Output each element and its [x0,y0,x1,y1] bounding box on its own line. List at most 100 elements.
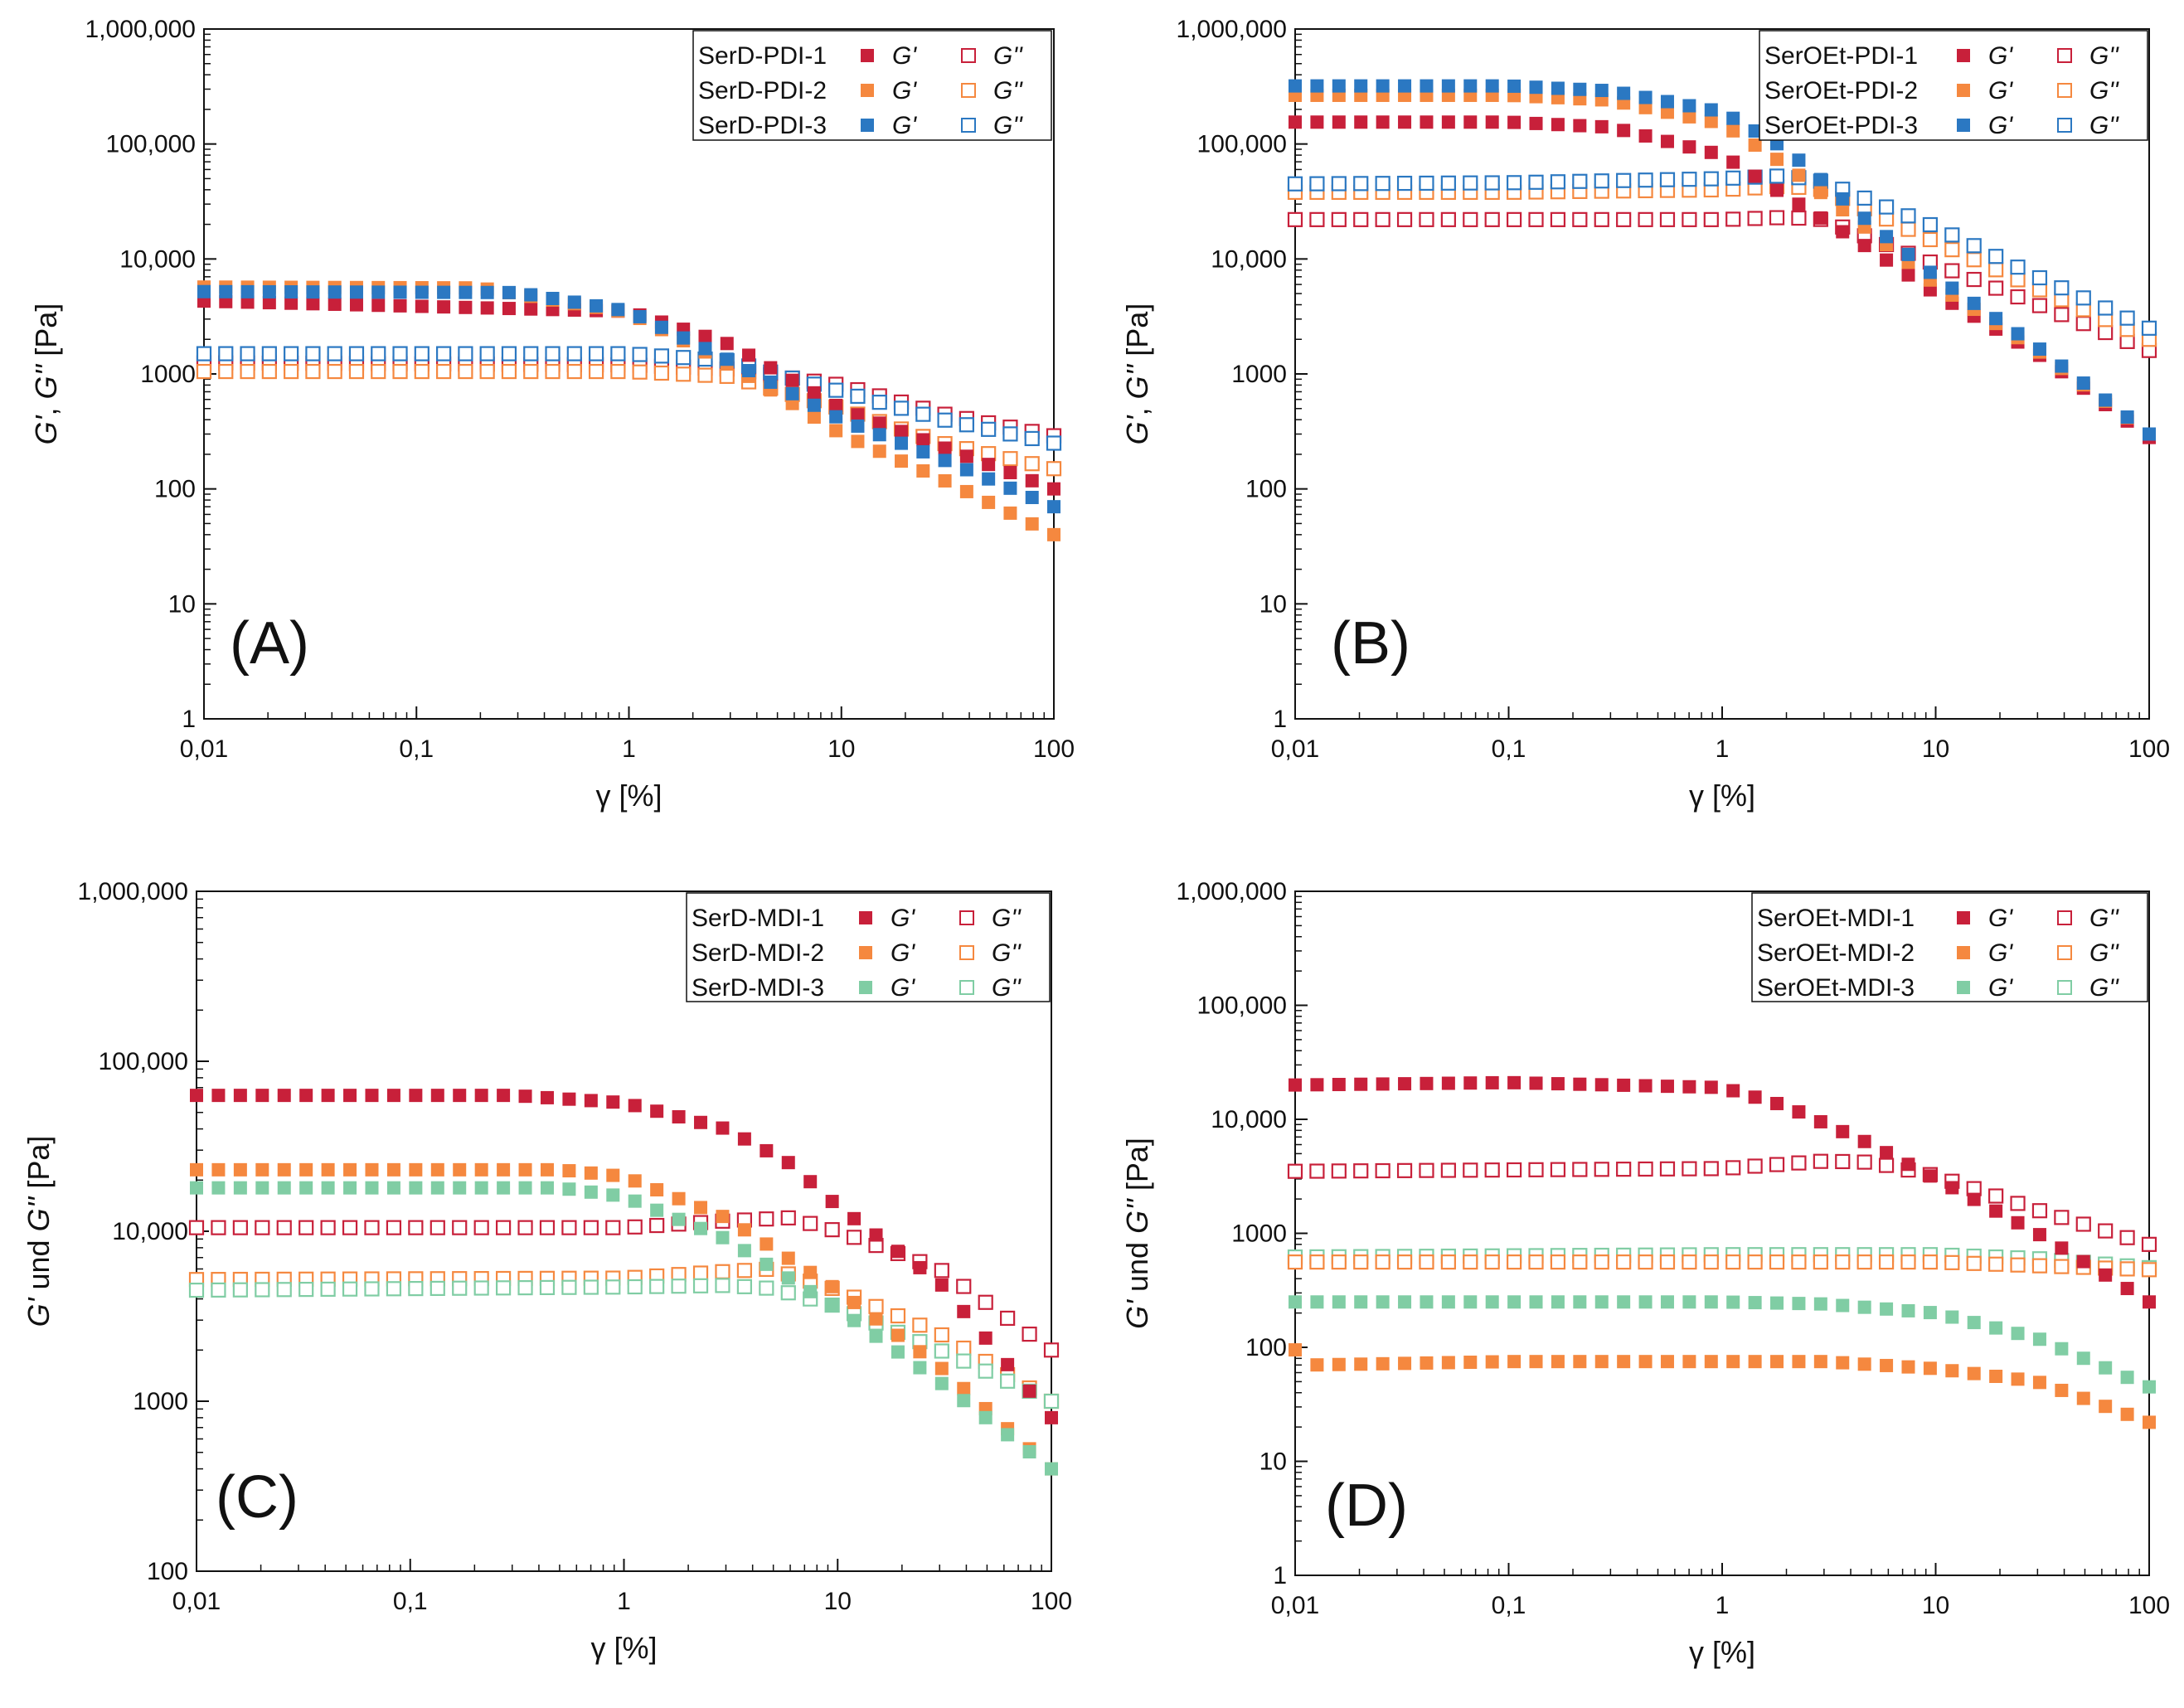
storage-modulus-point [262,284,276,298]
storage-modulus-point [1813,1297,1827,1311]
loss-modulus-point [1440,211,1456,227]
storage-modulus-point [737,1244,751,1258]
storage-modulus-point [1704,114,1718,129]
storage-modulus-point [1376,1356,1390,1371]
loss-modulus-point [1309,211,1325,227]
storage-modulus-point [277,1181,291,1195]
storage-modulus-point [321,1089,335,1103]
storage-modulus-point [716,1230,730,1245]
loss-modulus-point [2031,1258,2048,1274]
storage-modulus-point [959,484,973,498]
loss-modulus-point [1791,1155,1807,1171]
storage-modulus-point [1813,1355,1827,1369]
storage-modulus-point [480,285,494,299]
storage-modulus-point [1507,1295,1522,1309]
storage-modulus-point [1923,1361,1937,1376]
legend-loss-label: G'' [2089,112,2119,139]
storage-modulus-point [1594,1078,1609,1092]
storage-modulus-point [1638,1295,1653,1309]
storage-modulus-point [978,1410,993,1424]
storage-modulus-point [349,298,363,312]
legend-loss-label: G'' [993,42,1023,70]
storage-modulus-point [540,1162,554,1177]
y-tick-label: 100 [1245,1334,1287,1361]
storage-modulus-point [1310,79,1324,93]
legend-loss-label: G'' [992,905,1022,932]
loss-modulus-point [1046,461,1062,477]
storage-modulus-point [737,1132,751,1146]
storage-modulus-point [1485,79,1499,93]
loss-modulus-point [736,1279,752,1294]
loss-modulus-point [196,363,212,380]
legend-storage-marker [859,946,872,959]
loss-modulus-point [1682,1254,1697,1270]
loss-modulus-point [610,363,626,380]
loss-modulus-point [1002,451,1018,467]
storage-modulus-point [611,303,625,317]
loss-modulus-point [605,1279,621,1295]
storage-modulus-point [1398,1077,1412,1091]
loss-modulus-point [1396,1254,1413,1270]
storage-modulus-point [480,301,494,315]
storage-modulus-point [2055,1241,2069,1255]
storage-modulus-point [781,1271,795,1285]
loss-modulus-point [452,1280,468,1296]
legend-series-name: SerOEt-MDI-2 [1757,939,1915,967]
loss-modulus-point [561,1220,577,1235]
loss-modulus-point [261,346,277,361]
loss-modulus-point [934,1343,949,1359]
storage-modulus-point [1420,1356,1434,1370]
y-tick-label: 1,000,000 [1177,878,1287,905]
loss-modulus-point [430,1280,445,1297]
loss-modulus-point [1572,1162,1588,1177]
storage-modulus-point [1660,105,1674,119]
storage-modulus-point [343,1181,357,1195]
storage-modulus-point [694,1115,708,1129]
storage-modulus-point [1485,115,1499,129]
storage-modulus-point [1923,1306,1937,1320]
legend-loss-marker [2057,48,2072,63]
loss-modulus-point [232,1282,248,1298]
storage-modulus-point [742,364,756,378]
loss-modulus-point [2075,316,2091,332]
storage-modulus-point [1704,1080,1718,1094]
loss-modulus-point [692,1278,709,1293]
storage-modulus-point [2099,1361,2113,1375]
loss-modulus-point [1463,175,1478,191]
loss-modulus-point [1572,173,1588,189]
y-axis-title-part: G' [1120,1299,1154,1329]
storage-modulus-point [2032,1376,2046,1390]
storage-modulus-point [1529,1355,1543,1369]
storage-modulus-point [2055,1342,2069,1356]
loss-modulus-point [473,1220,489,1235]
loss-modulus-point [1944,242,1960,258]
storage-modulus-point [1354,79,1368,93]
storage-modulus-point [1529,80,1543,95]
legend-storage-marker [1957,84,1970,97]
loss-modulus-point [828,382,844,398]
loss-modulus-point [342,1220,358,1235]
storage-modulus-point [1704,1355,1718,1369]
storage-modulus-point [277,1162,291,1177]
storage-modulus-point [628,1099,642,1113]
storage-modulus-point [720,352,734,366]
storage-modulus-point [1003,465,1017,479]
loss-modulus-point [240,363,255,380]
loss-modulus-point [1703,1161,1719,1177]
storage-modulus-point [1441,115,1455,129]
storage-modulus-point [913,1361,927,1375]
x-tick-label: 10 [1922,735,1949,763]
x-tick-label: 0,1 [393,1588,428,1615]
loss-modulus-point [1043,1393,1060,1410]
loss-modulus-point [255,1282,270,1298]
storage-modulus-point [2076,1351,2090,1366]
y-tick-label: 1000 [1231,1220,1287,1248]
storage-modulus-point [1945,1310,1959,1324]
storage-modulus-point [698,342,712,356]
storage-modulus-point [872,444,886,459]
storage-modulus-point [1420,115,1434,129]
storage-modulus-point [1660,1355,1674,1369]
loss-modulus-point [2141,1236,2157,1252]
storage-modulus-point [1022,1444,1036,1458]
chart-panel-3: 0,01 0,1 1 10 100 1 10 100 1000 10,000 100,000 1,00… [1120,878,2170,1669]
